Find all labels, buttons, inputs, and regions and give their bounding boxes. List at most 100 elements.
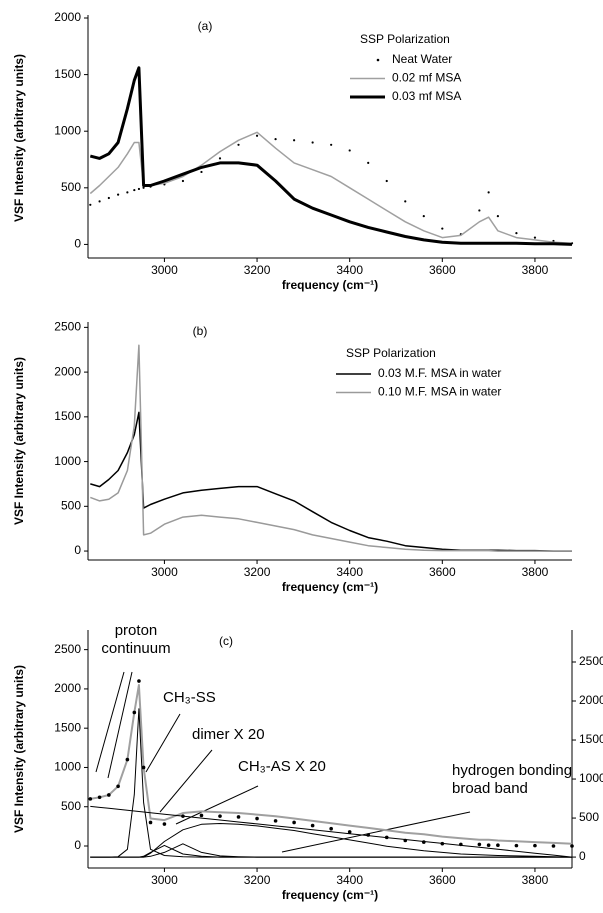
y-tick-label: 500 [61, 498, 81, 512]
data-point [98, 200, 101, 203]
x-tick-label: 3600 [429, 263, 456, 277]
arrow [107, 671, 133, 779]
y2-tick-label: 0 [579, 849, 586, 863]
y-tick-label: 2500 [54, 642, 81, 656]
x-tick-label: 3000 [151, 263, 178, 277]
data-point [496, 843, 500, 848]
y-tick-label: 2000 [54, 681, 81, 695]
y-axis-label: VSF Intensity (arbitrary units) [12, 357, 26, 525]
data-point [97, 795, 102, 800]
data-point [533, 236, 537, 239]
data-point [218, 814, 222, 818]
data-point [107, 793, 111, 797]
data-point [311, 141, 314, 144]
data-point [162, 822, 167, 826]
data-point [533, 843, 537, 848]
data-point [126, 191, 129, 194]
data-point [117, 193, 120, 196]
data-point [514, 843, 519, 848]
y-tick-label: 1000 [54, 454, 81, 468]
data-point [478, 209, 481, 212]
data-point [181, 179, 185, 183]
y-tick-label: 500 [61, 180, 81, 194]
panel-label: (a) [198, 19, 213, 33]
legend-title: SSP Polarization [360, 32, 450, 46]
x-tick-label: 3800 [522, 873, 549, 887]
data-point [132, 710, 137, 715]
arrow [281, 811, 471, 853]
x-tick-label: 3400 [336, 565, 363, 579]
data-point [141, 765, 146, 770]
arrow [95, 671, 125, 773]
panel-label: (c) [219, 634, 233, 648]
series-line [90, 805, 573, 858]
data-point [142, 186, 145, 189]
series-line [89, 131, 573, 245]
data-point [487, 191, 490, 194]
series-line [89, 66, 573, 246]
data-point [274, 138, 277, 141]
x-axis-label: frequency (cm⁻¹) [282, 278, 378, 292]
series-line [90, 823, 573, 858]
x-tick-label: 3400 [336, 873, 363, 887]
y-tick-label: 1000 [54, 760, 81, 774]
data-point [486, 843, 491, 848]
legend-label: 0.03 M.F. MSA in water [378, 366, 501, 380]
arrow [159, 749, 213, 813]
data-point [441, 227, 444, 230]
panel-label: (b) [193, 324, 208, 338]
data-point [137, 187, 141, 191]
data-point [570, 844, 574, 848]
legend-label: 0.10 M.F. MSA in water [378, 385, 501, 399]
data-point [330, 143, 333, 146]
y-tick-label: 1500 [54, 409, 81, 423]
data-point [107, 196, 110, 200]
data-point [133, 188, 136, 192]
data-point [137, 679, 141, 683]
annotation: CH₃-SS [163, 689, 216, 706]
annotation: proton continuum [101, 622, 171, 657]
data-point [237, 143, 240, 146]
x-tick-label: 3200 [244, 263, 271, 277]
x-tick-label: 3800 [522, 565, 549, 579]
data-point [347, 830, 352, 834]
annotation-arrows [95, 671, 471, 853]
x-tick-label: 3400 [336, 263, 363, 277]
data-point [148, 820, 153, 825]
data-point [89, 203, 92, 206]
data-point [348, 149, 351, 152]
data-point [88, 797, 93, 801]
data-point [496, 215, 499, 218]
legend-swatch [376, 58, 380, 62]
y-tick-label: 2500 [54, 320, 81, 334]
y2-tick-label: 500 [579, 810, 599, 824]
y-tick-label: 500 [61, 799, 81, 813]
x-tick-label: 3800 [522, 263, 549, 277]
arrow [175, 785, 259, 825]
y2-tick-label: 2500 [579, 654, 603, 668]
legend-title: SSP Polarization [346, 346, 436, 360]
arrow [145, 713, 181, 773]
data-point [385, 179, 388, 183]
data-point [292, 820, 296, 825]
y2-tick-label: 1500 [579, 732, 603, 746]
data-point [200, 170, 203, 174]
data-point [329, 826, 333, 831]
x-tick-label: 3200 [244, 873, 271, 887]
data-point [255, 134, 259, 137]
x-tick-label: 3000 [151, 565, 178, 579]
data-point [404, 200, 407, 203]
y-tick-label: 2000 [54, 10, 81, 24]
data-point [218, 157, 222, 160]
data-point [293, 139, 296, 142]
data-point [116, 784, 120, 789]
data-point [199, 813, 204, 818]
data-point [255, 816, 259, 821]
annotation: CH₃-AS X 20 [238, 758, 326, 775]
y-tick-label: 1000 [54, 123, 81, 137]
series-line [90, 344, 572, 552]
legend-label: 0.02 mf MSA [392, 71, 461, 85]
data-point [551, 844, 556, 848]
